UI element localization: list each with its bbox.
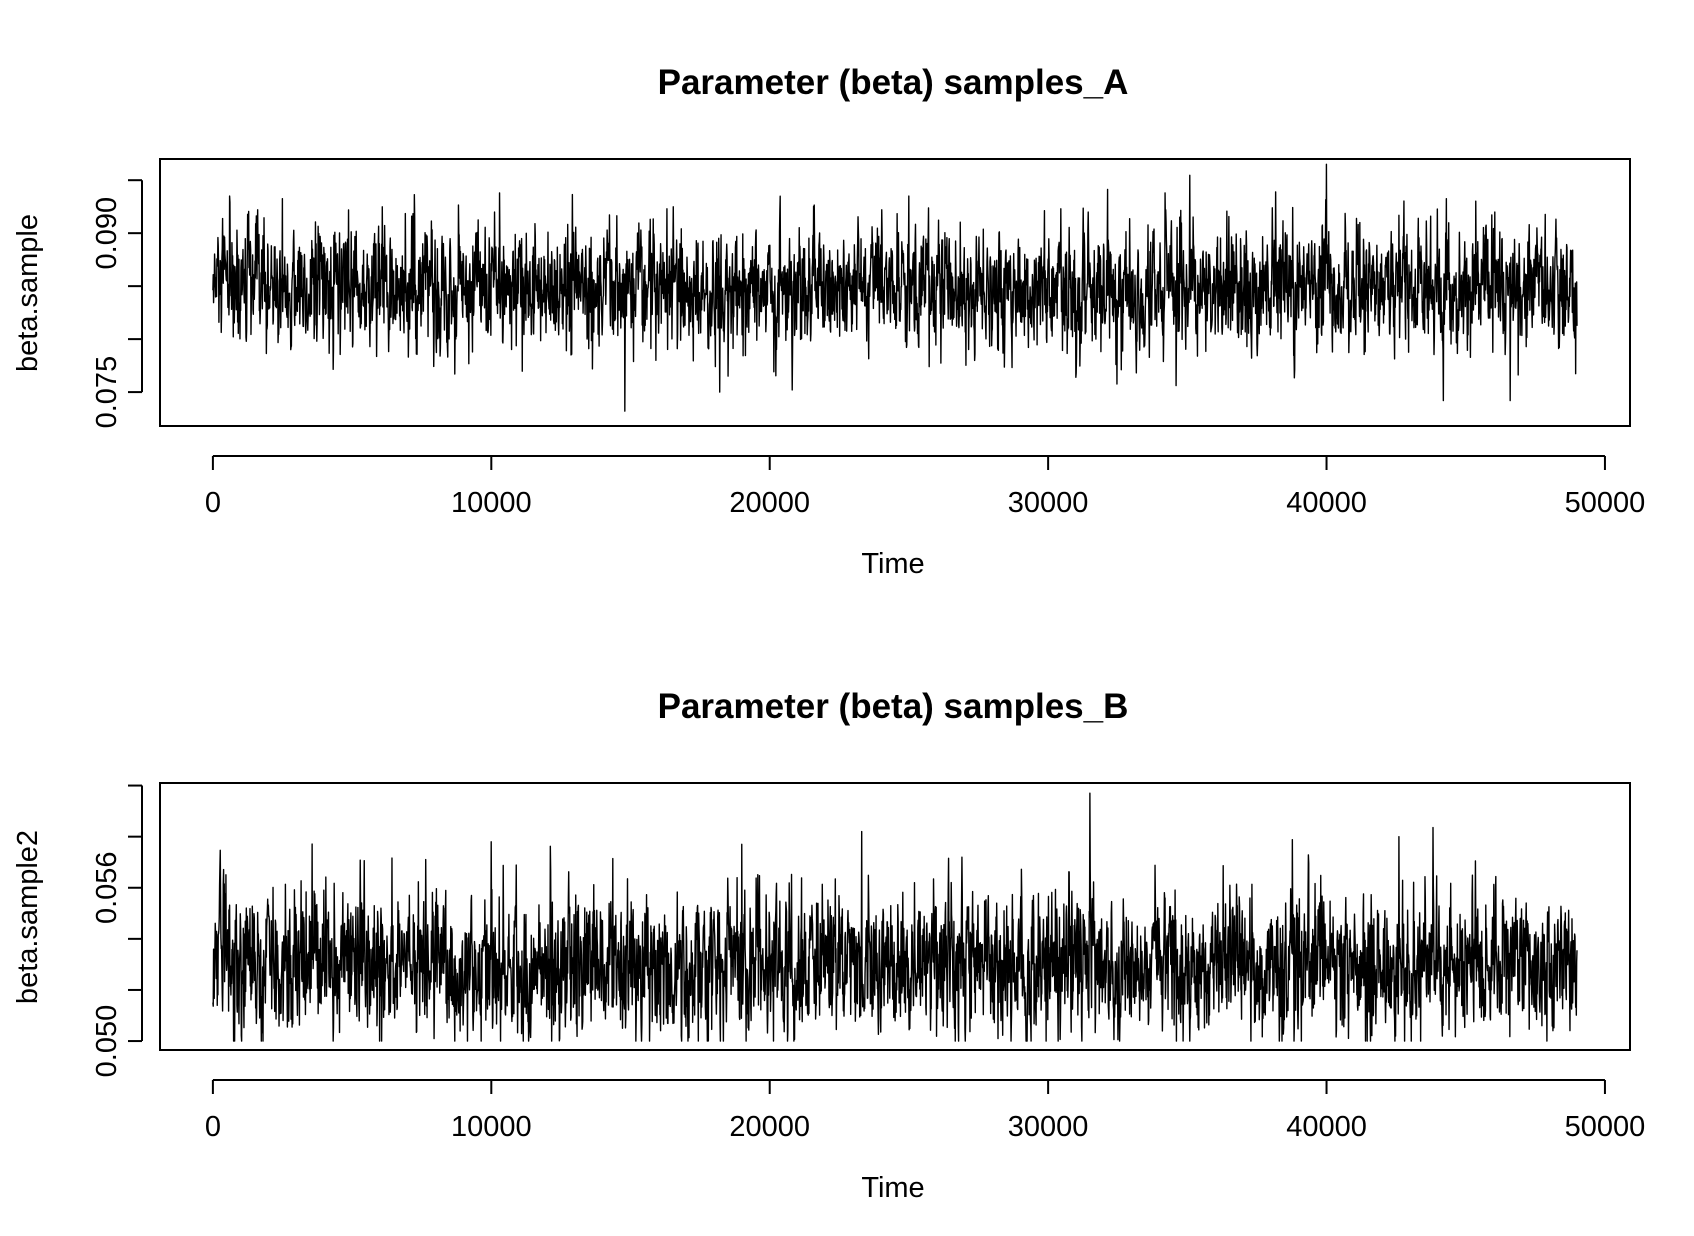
x-tick-label-a: 20000 [729,487,810,519]
x-tick-label-b: 50000 [1565,1111,1646,1143]
x-axis-label-a: Time [861,548,924,580]
trace-line-a [212,163,1578,412]
y-axis-label-a: beta.sample [12,214,44,372]
x-axis-a: 0 10000 20000 30000 40000 50000 [205,455,1646,519]
x-tick-label-a: 50000 [1565,487,1646,519]
x-tick-label-a: 0 [205,487,221,519]
chart-title-a: Parameter (beta) samples_A [658,63,1129,102]
y-axis-b: 0.050 0.056 [91,784,143,1078]
x-tick-label-b: 40000 [1286,1111,1367,1143]
x-tick-label-a: 40000 [1286,487,1367,519]
y-tick-label-b: 0.056 [91,851,123,924]
x-axis-label-b: Time [861,1172,924,1204]
x-tick-label-a: 10000 [451,487,532,519]
y-axis-label-b: beta.sample2 [12,830,44,1004]
plot-frame-a [159,158,1631,427]
x-tick-label-b: 0 [205,1111,221,1143]
plot-area-a [159,158,1631,427]
plot-frame-b [159,782,1631,1051]
panel-a: Parameter (beta) samples_A 0 10000 20000 30… [12,63,1645,580]
panel-b: Parameter (beta) samples_B 0 10000 20000 30… [12,687,1645,1204]
y-axis-a: 0.075 0.090 [91,179,143,429]
y-tick-label-b: 0.050 [91,1005,123,1078]
x-axis-b: 0 10000 20000 30000 40000 50000 [205,1079,1646,1143]
y-tick-label-a: 0.075 [91,356,123,429]
x-tick-label-b: 30000 [1008,1111,1089,1143]
trace-line-b [212,792,1578,1042]
x-tick-label-b: 20000 [729,1111,810,1143]
chart-title-b: Parameter (beta) samples_B [658,687,1129,726]
x-tick-label-b: 10000 [451,1111,532,1143]
x-tick-label-a: 30000 [1008,487,1089,519]
plot-area-b [159,782,1631,1051]
y-tick-label-a: 0.090 [91,197,123,270]
